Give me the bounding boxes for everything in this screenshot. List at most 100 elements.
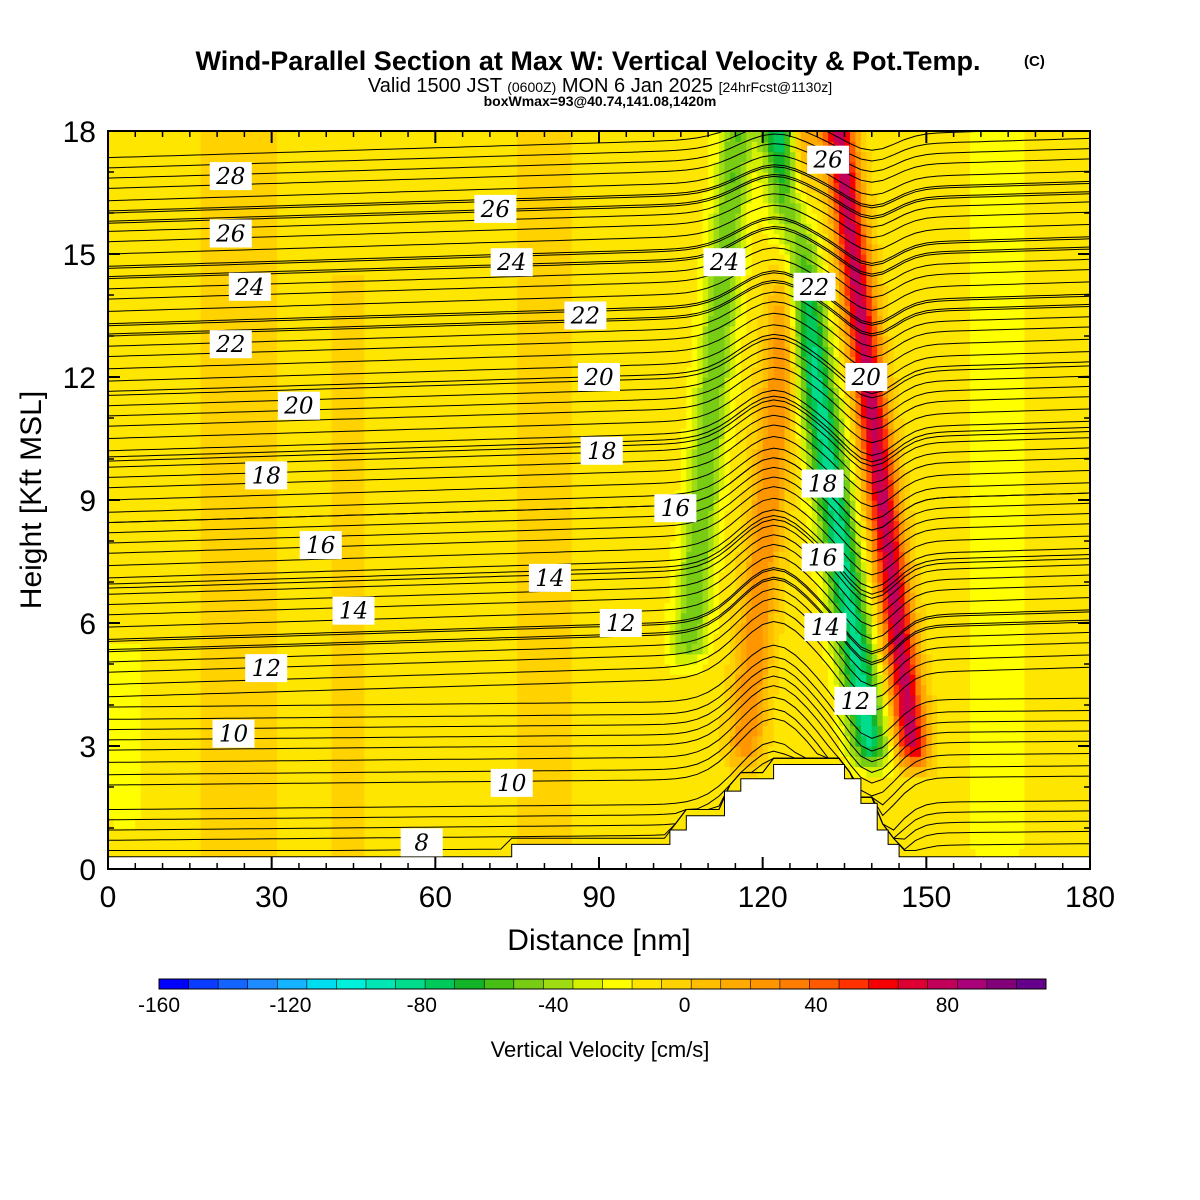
w-cell	[320, 315, 327, 327]
w-cell	[440, 725, 447, 737]
w-cell	[397, 459, 404, 470]
w-cell	[320, 243, 327, 255]
w-cell	[413, 418, 420, 429]
w-cell	[238, 571, 245, 583]
w-cell	[189, 284, 196, 296]
w-cell	[118, 325, 125, 337]
w-cell	[462, 838, 469, 850]
w-cell	[429, 172, 436, 183]
w-cell	[478, 807, 486, 819]
w-cell	[473, 397, 480, 409]
w-cell	[140, 725, 147, 737]
w-cell	[380, 479, 387, 491]
w-cell	[380, 694, 387, 706]
w-cell	[228, 407, 235, 419]
w-cell	[189, 838, 196, 850]
w-cell	[440, 213, 447, 224]
w-cell	[391, 530, 398, 542]
w-cell	[260, 510, 267, 522]
w-cell	[451, 520, 458, 532]
w-cell	[233, 582, 240, 593]
w-cell	[446, 223, 453, 235]
w-cell	[468, 776, 475, 788]
w-cell	[238, 520, 245, 532]
w-cell	[168, 254, 175, 265]
w-cell	[189, 592, 196, 604]
w-cell	[369, 264, 376, 276]
w-cell	[173, 520, 180, 532]
w-cell	[140, 131, 147, 142]
w-cell	[364, 366, 371, 378]
w-cell	[255, 131, 262, 142]
w-cell	[238, 202, 245, 214]
w-cell	[108, 182, 115, 194]
w-cell	[304, 305, 311, 317]
w-cell	[211, 838, 218, 850]
w-cell	[277, 131, 284, 142]
w-cell	[402, 192, 409, 204]
w-cell	[320, 141, 327, 153]
w-cell	[391, 756, 398, 768]
w-cell	[418, 346, 426, 358]
w-cell	[195, 725, 202, 737]
w-cell	[348, 213, 355, 224]
w-cell	[386, 828, 393, 839]
w-cell	[206, 684, 213, 696]
w-cell	[304, 264, 311, 276]
w-cell	[124, 407, 131, 419]
w-cell	[151, 172, 158, 183]
w-cell	[386, 787, 393, 798]
w-cell	[462, 377, 469, 388]
w-cell	[157, 233, 164, 245]
w-cell	[228, 787, 235, 798]
w-cell	[293, 817, 300, 829]
w-cell	[446, 172, 453, 183]
w-cell	[478, 612, 486, 624]
w-cell	[446, 366, 453, 378]
w-cell	[146, 233, 153, 245]
w-cell	[157, 612, 164, 624]
w-cell	[369, 274, 376, 286]
w-cell	[140, 592, 147, 604]
w-cell	[380, 325, 387, 337]
w-cell	[140, 684, 147, 696]
w-cell	[146, 787, 153, 798]
w-cell	[342, 817, 349, 829]
w-cell	[353, 213, 360, 224]
w-cell	[260, 161, 267, 173]
w-cell	[244, 551, 251, 563]
w-cell	[380, 213, 387, 224]
w-cell	[375, 346, 382, 358]
w-cell	[217, 561, 224, 573]
w-cell	[364, 418, 371, 429]
w-cell	[162, 787, 169, 798]
w-cell	[397, 694, 404, 706]
w-cell	[293, 684, 300, 696]
w-cell	[233, 828, 240, 839]
w-cell	[211, 366, 218, 378]
w-cell	[135, 274, 142, 286]
w-cell	[446, 161, 453, 173]
w-cell	[320, 479, 327, 491]
w-cell	[397, 428, 404, 440]
w-cell	[451, 500, 458, 511]
w-cell	[435, 192, 442, 204]
w-cell	[118, 459, 125, 470]
w-cell	[173, 592, 180, 604]
w-cell	[140, 520, 147, 532]
w-cell	[146, 602, 153, 614]
w-cell	[135, 254, 142, 265]
w-cell	[408, 459, 415, 470]
w-cell	[369, 202, 376, 214]
w-cell	[457, 787, 464, 798]
w-cell	[386, 561, 393, 573]
w-cell	[446, 664, 453, 675]
w-cell	[266, 182, 273, 194]
w-cell	[189, 274, 196, 286]
w-cell	[342, 848, 349, 860]
w-cell	[157, 182, 164, 194]
w-cell	[457, 735, 464, 747]
w-cell	[260, 182, 267, 194]
w-cell	[151, 223, 158, 235]
w-cell	[429, 787, 436, 798]
